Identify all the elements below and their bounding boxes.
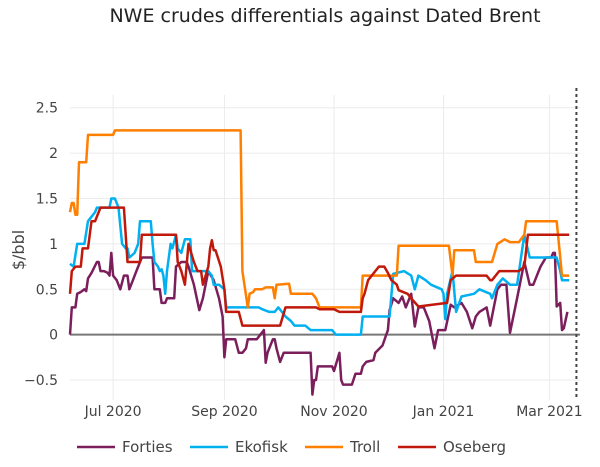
x-tick-label: Jan 2021: [412, 404, 475, 420]
legend-label: Ekofisk: [235, 438, 288, 456]
y-tick-label: 1: [49, 237, 58, 253]
x-tick-label: Sep 2020: [191, 404, 257, 420]
legend-item-troll[interactable]: Troll: [305, 438, 380, 456]
y-tick-label: 2: [49, 146, 58, 162]
series-line-ekofisk: [69, 197, 570, 336]
y-tick-label: 2.5: [36, 101, 58, 117]
y-tick-label: 0.5: [36, 282, 58, 298]
legend-label: Troll: [349, 438, 380, 456]
x-tick-label: Mar 2021: [516, 404, 583, 420]
legend-item-forties[interactable]: Forties: [77, 438, 173, 456]
y-tick-label: 1.5: [36, 191, 58, 207]
legend-label: Forties: [122, 438, 173, 456]
x-tick-label: Nov 2020: [300, 404, 367, 420]
series-line-oseberg: [68, 206, 570, 327]
chart-title: NWE crudes differentials against Dated B…: [109, 5, 540, 27]
x-tick-label: Jul 2020: [84, 404, 142, 420]
legend-item-ekofisk[interactable]: Ekofisk: [190, 438, 288, 456]
y-tick-label: 0: [49, 328, 58, 344]
legend-label: Oseberg: [443, 438, 506, 456]
y-axis-label: $/bbl: [9, 230, 28, 270]
y-tick-label: −0.5: [24, 373, 58, 389]
legend-item-oseberg[interactable]: Oseberg: [398, 438, 506, 456]
series-line-troll: [68, 129, 570, 309]
series-line-forties: [68, 251, 569, 396]
